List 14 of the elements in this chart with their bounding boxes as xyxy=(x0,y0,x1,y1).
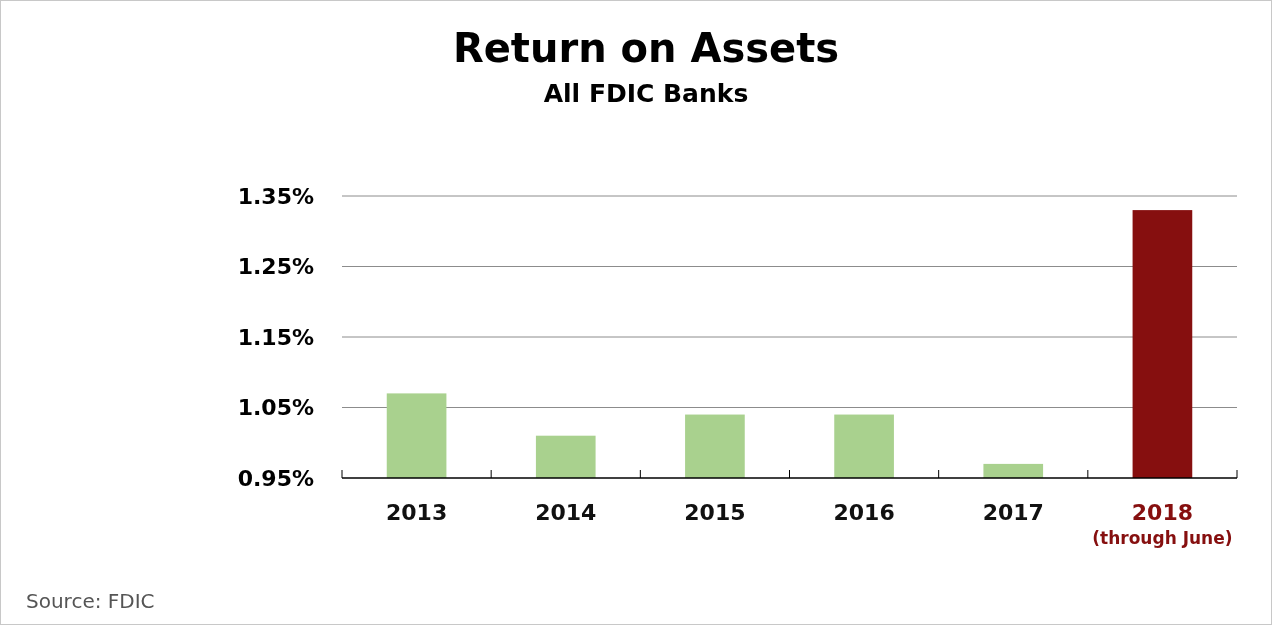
x-tick-label: 2016 xyxy=(833,500,895,525)
y-tick-label: 1.15% xyxy=(237,324,314,350)
y-tick-label: 0.95% xyxy=(237,465,314,491)
y-tick-label: 1.05% xyxy=(237,395,314,421)
x-tick-label: 2018 (through June) xyxy=(1092,500,1233,548)
x-tick-label: 2014 xyxy=(535,500,597,525)
x-tick-label: 2013 xyxy=(385,500,448,525)
chart-title: Return on Assets xyxy=(452,25,840,71)
x-tick-label: 2015 xyxy=(684,500,746,525)
y-tick-label: 1.25% xyxy=(237,254,314,280)
x-tick-label: 2017 xyxy=(982,500,1044,525)
chart-subtitle: All FDIC Banks xyxy=(543,79,749,108)
y-tick-label: 1.35% xyxy=(237,183,314,209)
source-note: Source: FDIC xyxy=(26,589,155,613)
